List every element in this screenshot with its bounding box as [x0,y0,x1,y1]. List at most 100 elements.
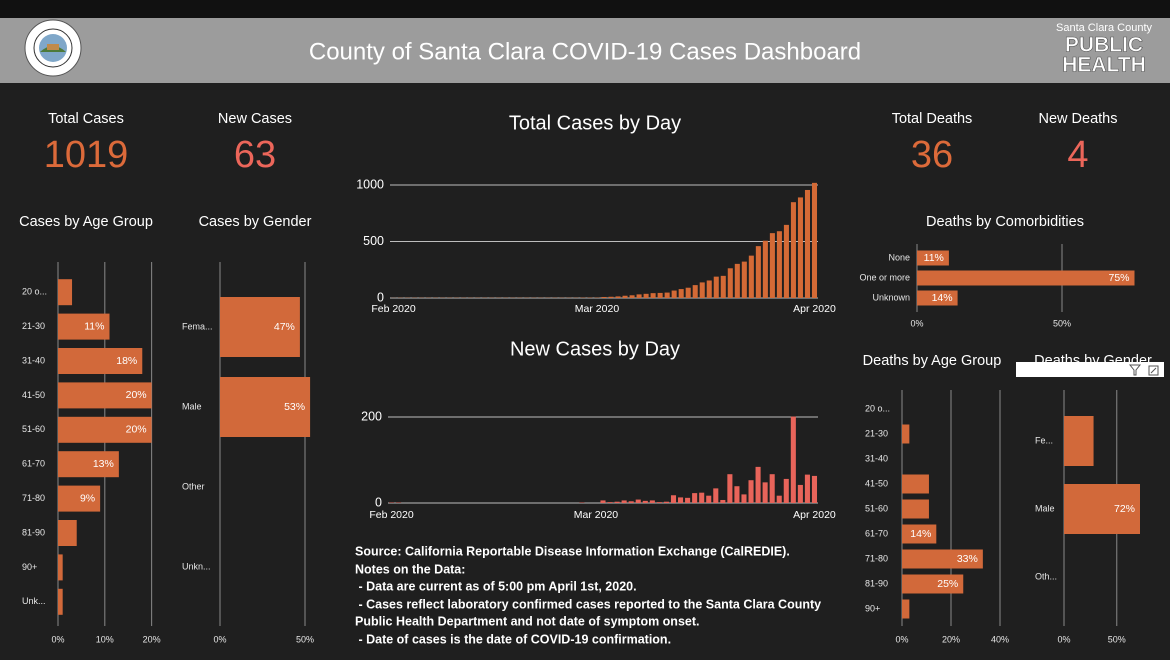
bar [776,495,782,503]
note-line: Notes on the Data: [355,562,465,576]
chart-title: Total Cases by Day [509,112,681,134]
note-line: - Data are current as of 5:00 pm April 1… [355,579,637,593]
bar [1064,484,1140,534]
top-strip [0,0,1170,18]
note-line: - Date of cases is the date of COVID-19 … [355,632,671,646]
bar [643,293,649,298]
bar [607,502,613,503]
bar [649,500,655,503]
category-label: 61-70 [22,459,45,469]
x-tick-label: 50% [1108,634,1126,644]
x-tick-label: 0% [910,318,923,328]
category-label: Unk... [22,596,46,606]
header-title: County of Santa Clara COVID-19 Cases Das… [309,38,861,65]
bar [678,497,684,503]
kpi-label: New Cases [218,111,292,127]
bar [755,466,761,503]
data-label: 25% [937,578,958,590]
bar [663,501,669,503]
category-label: None [888,252,910,262]
bar [635,499,641,503]
focus-icon[interactable] [1148,365,1159,376]
bar [762,240,768,298]
y-tick-label: 500 [363,234,384,248]
x-tick-label: 0% [895,634,908,644]
county-seal [24,19,82,77]
bar [902,499,929,519]
bar [783,478,789,503]
y-tick-label: 0 [377,290,384,304]
bar [804,474,810,503]
bar [762,482,768,503]
toolbar-bg [1016,362,1164,377]
visual-toolbar[interactable] [1016,362,1164,377]
category-label: 51-60 [865,503,888,513]
bar [657,292,663,298]
bar [58,313,110,340]
x-tick-label: Feb 2020 [369,509,414,521]
bar [58,554,63,581]
bar [769,233,775,298]
bar [664,292,670,298]
bar [720,275,726,298]
data-label: 20% [126,424,147,436]
bar [692,285,698,298]
bar [58,485,101,512]
bar [220,297,300,357]
bar [614,501,620,503]
category-label: 41-50 [22,390,45,400]
bar [58,416,152,443]
bar [670,495,677,503]
category-label: One or more [859,272,910,282]
bar [706,280,712,298]
y-tick-label: 200 [361,409,382,423]
bar [790,202,796,298]
category-label: 20 o... [22,287,47,297]
note-line: Source: California Reportable Disease In… [355,544,790,558]
logo-top: Santa Clara County [1056,22,1152,34]
notes: Source: California Reportable Disease In… [355,544,821,646]
x-tick-label: 50% [1053,318,1071,328]
data-label: 18% [116,355,137,367]
bar [734,486,740,503]
data-label: 72% [1114,503,1135,515]
bar [713,276,719,298]
category-label: Unkn... [182,561,211,571]
category-label: 61-70 [865,528,888,538]
bar [790,416,796,503]
bar [776,231,782,298]
bar [629,295,635,298]
chart-title: Cases by Age Group [19,214,153,230]
chart-title: New Cases by Day [510,338,680,360]
bar [58,348,143,374]
filter-icon[interactable] [1128,364,1142,376]
bar [804,189,811,298]
bar [622,295,628,298]
bar [600,500,606,503]
bar [902,549,983,569]
data-label: 9% [80,492,95,504]
x-tick-label: 0% [213,634,226,644]
bar [220,377,311,437]
note-line: - Cases reflect laboratory confirmed cas… [355,597,821,611]
category-label: 90+ [22,562,37,572]
category-label: 41-50 [865,478,888,488]
bar [741,494,747,503]
bar [601,296,607,298]
x-tick-label: Feb 2020 [371,303,416,315]
category-label: Male [1035,503,1055,513]
bar [917,250,949,266]
bar [727,474,733,503]
category-label: Unknown [872,292,910,302]
bar [692,493,698,503]
kpi-value: 63 [234,134,276,176]
category-label: 31-40 [865,453,888,463]
kpi-value: 36 [911,134,953,176]
bar [902,599,910,619]
x-tick-label: 20% [942,634,960,644]
bar [685,497,691,503]
data-label: 13% [93,458,114,470]
bar [727,268,733,298]
bar [678,289,684,298]
